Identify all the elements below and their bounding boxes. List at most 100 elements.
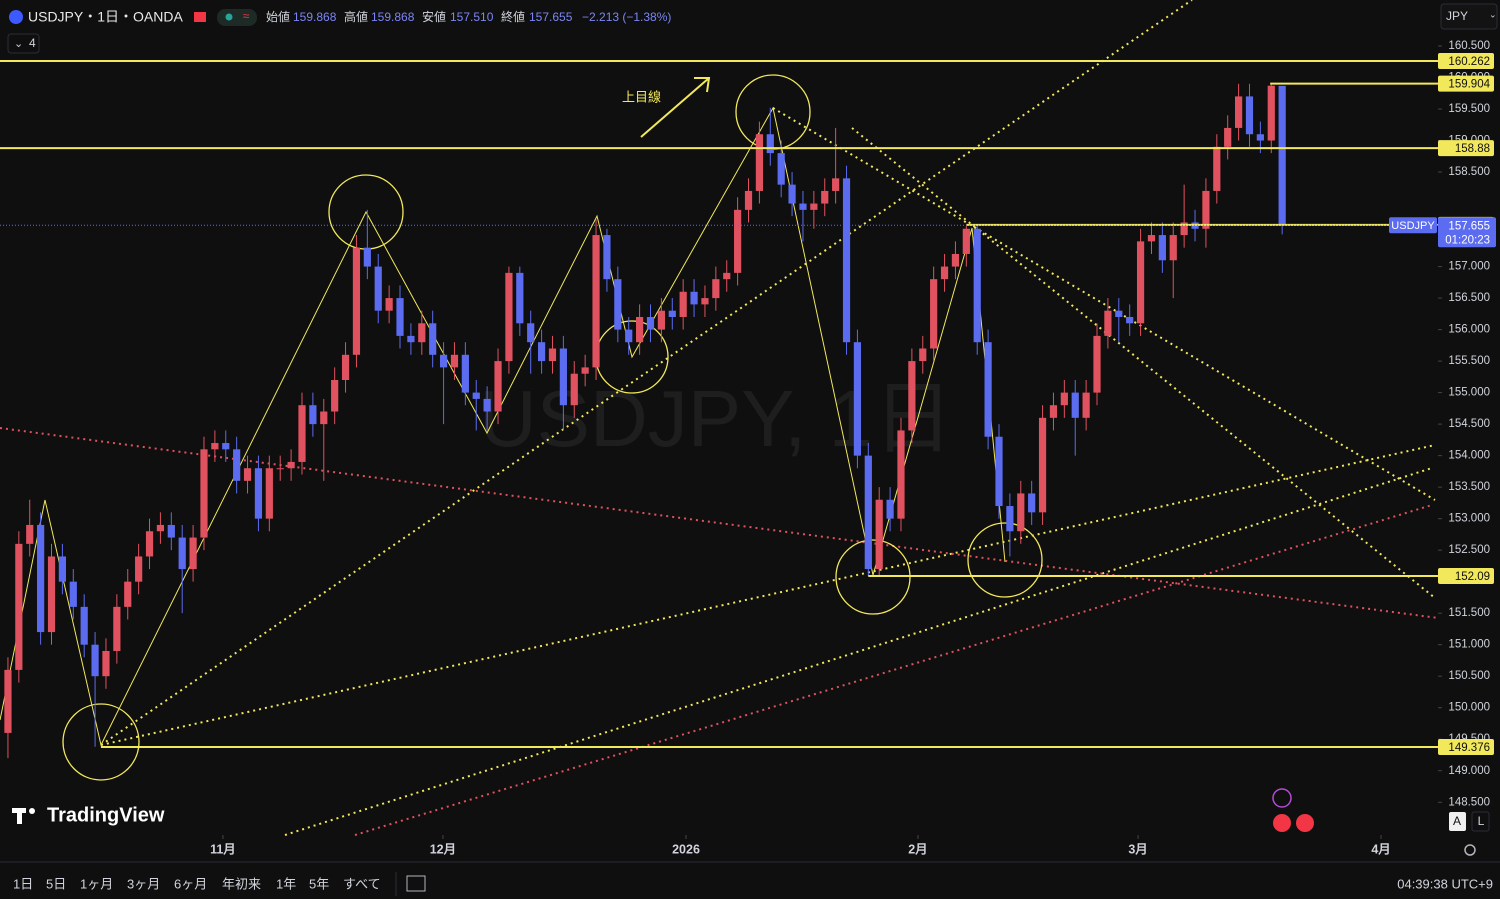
range-button[interactable]: 5年 <box>309 876 329 891</box>
candle-body <box>570 373 578 406</box>
ohlc-label: 高値 <box>344 9 368 24</box>
candle-body <box>690 291 698 305</box>
x-tick-label: 11月 <box>210 842 236 856</box>
candle-body <box>1158 235 1166 261</box>
candle-body <box>1115 310 1123 317</box>
indicator-toggle[interactable] <box>7 33 40 54</box>
candle-body <box>407 335 415 343</box>
symbol-label: USDJPY <box>1391 220 1435 232</box>
date-range-icon[interactable] <box>406 875 426 892</box>
range-bar: 1日 5日 1ヶ月 3ヶ月 6ヶ月 年初来 1年 5年 すべて <box>13 876 381 891</box>
candle-body <box>37 524 45 633</box>
candle-body <box>1147 235 1156 242</box>
countdown: 01:20:23 <box>1445 234 1490 246</box>
chevron: ⌄ <box>1489 9 1497 19</box>
candle-body <box>167 524 175 538</box>
candle-body <box>723 272 731 280</box>
candle-body <box>777 153 785 185</box>
range-button[interactable]: 年初来 <box>222 876 261 891</box>
candle-body <box>1169 235 1177 261</box>
candle-body <box>537 342 546 362</box>
candle-body <box>1256 134 1264 141</box>
candle-body <box>265 468 273 519</box>
candle-body <box>744 190 753 210</box>
candle-body <box>810 203 818 210</box>
event-icon[interactable] <box>1296 814 1314 832</box>
level-label-box <box>1438 739 1494 756</box>
alert-icon[interactable] <box>1272 788 1292 808</box>
y-tick-label: 158.500 <box>1448 166 1490 178</box>
candle-body <box>592 235 600 368</box>
y-tick-label: 149.000 <box>1448 765 1490 777</box>
candle-body <box>156 524 165 532</box>
level-label-box <box>1438 567 1494 584</box>
candle-body <box>200 449 208 538</box>
candle-body <box>527 323 535 343</box>
y-tick-label: 154.000 <box>1448 450 1490 462</box>
y-tick-label: 153.000 <box>1448 513 1490 525</box>
candle-body <box>864 455 872 570</box>
auto-button[interactable] <box>1449 812 1466 831</box>
candle-body <box>1071 392 1079 418</box>
y-tick-label: 156.500 <box>1448 292 1490 304</box>
candle-body <box>505 272 513 362</box>
indicator-count: 4 <box>29 36 36 50</box>
candle-body <box>494 361 502 412</box>
candle-body <box>875 499 883 570</box>
logo-mark <box>17 808 22 824</box>
candle-body <box>1136 241 1145 324</box>
candle-body <box>91 644 99 677</box>
currency-button[interactable] <box>1440 3 1498 30</box>
range-button[interactable]: 1ヶ月 <box>80 876 113 891</box>
currency: JPY <box>1446 9 1468 23</box>
candle-body <box>1006 506 1014 532</box>
watermark: USDJPY, 1日 <box>479 374 953 463</box>
zigzag <box>0 106 1006 747</box>
candle-body <box>788 184 796 204</box>
y-tick-label: 155.000 <box>1448 387 1490 399</box>
candle-body <box>1060 392 1068 406</box>
candle-body <box>26 524 34 544</box>
candle-body <box>853 342 862 456</box>
candle-body <box>418 323 426 343</box>
level-label: 158.88 <box>1455 143 1490 155</box>
candle-body <box>69 581 77 607</box>
ohlc-label: 終値 <box>501 9 525 24</box>
candle-body <box>657 310 665 330</box>
candle-body <box>439 354 448 368</box>
candle-body <box>646 316 655 330</box>
range-button[interactable]: 5日 <box>46 876 66 891</box>
candle-body <box>614 279 622 330</box>
settings-icon[interactable] <box>1464 844 1476 856</box>
axes: 148.500149.000149.500150.000150.500151.0… <box>210 40 1496 856</box>
y-tick-label: 155.500 <box>1448 355 1490 367</box>
candle-body <box>734 209 742 273</box>
candle-body <box>766 134 774 154</box>
candle-body <box>1202 190 1210 229</box>
y-tick-label: 159.500 <box>1448 103 1490 115</box>
log-button[interactable] <box>1471 811 1490 832</box>
range-button[interactable]: 1年 <box>276 876 296 891</box>
event-icon[interactable] <box>1273 814 1291 832</box>
candle-body <box>429 323 437 355</box>
range-button[interactable]: 1日 <box>13 876 33 891</box>
level-label: 152.09 <box>1455 571 1490 583</box>
level-label-box <box>1438 53 1494 70</box>
candle-body <box>799 203 807 210</box>
logo: TradingView <box>47 804 165 826</box>
candle-body <box>755 134 764 191</box>
candle-body <box>1049 405 1058 418</box>
candle-body <box>331 380 339 412</box>
candle-body <box>1278 85 1286 226</box>
y-tick-label: 153.500 <box>1448 481 1490 493</box>
candle-body <box>145 531 154 557</box>
range-button[interactable]: すべて <box>343 876 381 891</box>
symbol-title: USDJPY・1日・OANDA <box>28 9 183 25</box>
candle-body <box>886 499 894 519</box>
range-button[interactable]: 6ヶ月 <box>174 876 207 891</box>
symbol-box <box>1389 217 1437 234</box>
candle-body <box>973 228 981 343</box>
level-label-box <box>1438 75 1494 92</box>
range-button[interactable]: 3ヶ月 <box>127 876 160 891</box>
